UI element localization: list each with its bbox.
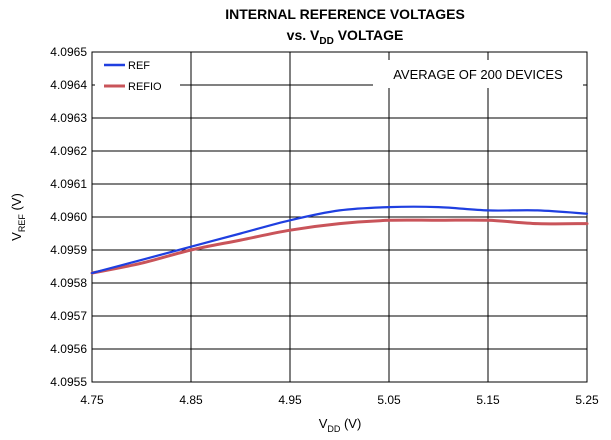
x-tick-label: 4.85	[179, 393, 203, 407]
y-tick-label: 4.0957	[50, 309, 87, 323]
legend-label-refio: REFIO	[128, 81, 162, 93]
y-tick-label: 4.0962	[50, 144, 87, 158]
y-tick-label: 4.0960	[50, 210, 87, 224]
chart-title-line2: vs. VDD VOLTAGE	[287, 27, 404, 47]
y-tick-label: 4.0961	[50, 177, 87, 191]
x-tick-label: 5.05	[377, 393, 401, 407]
x-axis-label: VDD (V)	[319, 416, 362, 434]
y-tick-label: 4.0963	[50, 111, 87, 125]
x-tick-labels: 4.75 4.85 4.95 5.05 5.15 5.25	[80, 393, 599, 407]
x-tick-label: 5.25	[575, 393, 599, 407]
x-tick-label: 5.15	[476, 393, 500, 407]
annotation-text: AVERAGE OF 200 DEVICES	[393, 67, 563, 82]
y-tick-label: 4.0955	[50, 375, 87, 389]
y-tick-label: 4.0956	[50, 342, 87, 356]
legend: REF REFIO	[95, 55, 180, 95]
y-tick-label: 4.0964	[50, 78, 87, 92]
x-tick-label: 4.95	[278, 393, 302, 407]
series-line-refio	[90, 218, 589, 275]
y-axis-label: VREF (V)	[9, 193, 27, 241]
legend-label-ref: REF	[128, 60, 150, 72]
y-tick-label: 4.0965	[50, 45, 87, 59]
annotation-box	[373, 60, 583, 88]
series-lines	[90, 205, 589, 275]
chart-title-line1: INTERNAL REFERENCE VOLTAGES	[225, 6, 465, 22]
series-line-ref	[90, 205, 589, 275]
y-tick-label: 4.0959	[50, 243, 87, 257]
x-tick-label: 4.75	[80, 393, 104, 407]
legend-box	[95, 55, 180, 95]
y-tick-labels: 4.0965 4.0964 4.0963 4.0962 4.0961 4.0960 4.09…	[50, 45, 87, 389]
y-tick-label: 4.0958	[50, 276, 87, 290]
